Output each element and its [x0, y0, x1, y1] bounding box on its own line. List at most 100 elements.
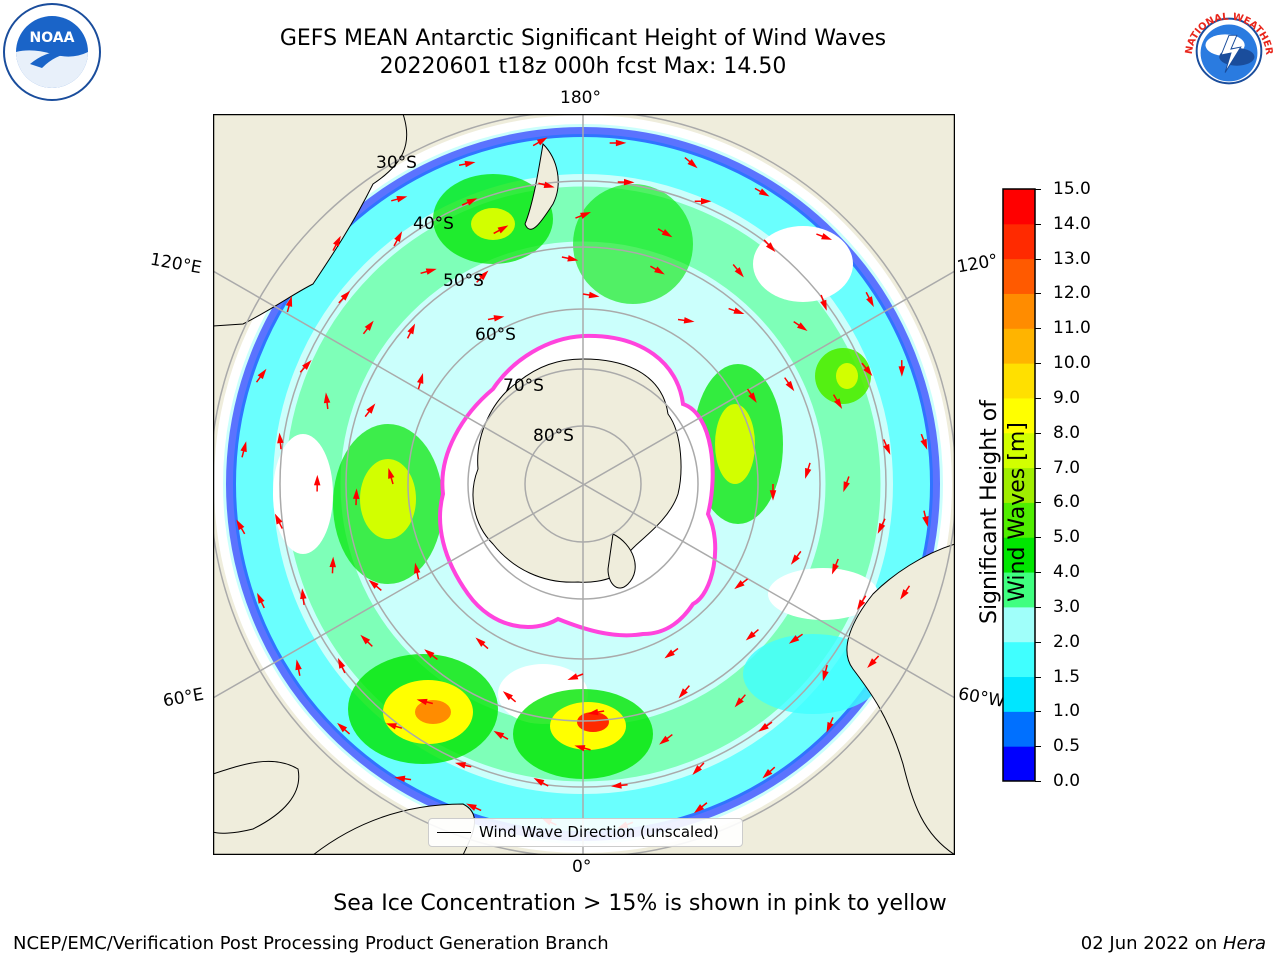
legend-line-swatch	[437, 832, 471, 833]
wave-arrow-head	[734, 267, 744, 278]
wave-arrow-head	[866, 296, 874, 308]
wave-arrow-head	[385, 723, 397, 730]
colorbar-tick-label: 7.0	[1053, 457, 1081, 478]
wave-arrow-head	[580, 212, 592, 219]
colorbar-tick-mark	[1035, 328, 1041, 330]
wave-arrow-head	[368, 579, 379, 589]
lon-label-120e: 120°E	[148, 249, 204, 279]
wave-arrow-head	[863, 365, 873, 377]
wave-arrow-head	[394, 231, 403, 243]
colorbar-cell	[1003, 328, 1035, 364]
legend-label: Wind Wave Direction (unscaled)	[479, 823, 719, 841]
wave-arrow-head	[502, 691, 513, 701]
lon-label-0: 0°	[572, 857, 592, 877]
wave-arrow-head	[394, 775, 406, 783]
wave-arrow-head	[843, 481, 850, 493]
colorbar-tick-label: 0.5	[1053, 736, 1081, 757]
wave-arrow-head	[821, 233, 833, 240]
new-zealand	[524, 142, 559, 230]
footer-date-text: 02 Jun 2022 on	[1080, 933, 1223, 954]
colorbar-tick-mark	[1035, 746, 1041, 748]
wave-arrow-head	[257, 592, 265, 604]
wave-arrow-head	[615, 139, 627, 147]
wave-arrow-head	[295, 659, 302, 671]
meridian-60e-120w	[213, 270, 955, 699]
wave-arrow-head	[610, 782, 622, 789]
footer-credit: NCEP/EMC/Verification Post Processing Pr…	[13, 933, 609, 954]
wave-arrow-head	[340, 290, 351, 301]
wave-arrow-head	[623, 178, 635, 186]
wave-arrow-head	[857, 599, 866, 610]
colorbar-tick-mark	[1035, 502, 1041, 504]
wave-arrow-head	[493, 730, 505, 739]
wave-arrow-head	[464, 160, 476, 168]
colorbar-tick-mark	[1035, 781, 1041, 782]
colorbar-cell	[1003, 572, 1035, 608]
wave-arrow-head	[805, 467, 812, 479]
wave-arrow-head	[733, 307, 745, 315]
wave-arrow-head	[360, 634, 371, 645]
footer-date: 02 Jun 2022 on Hera	[1081, 933, 1266, 954]
colorbar-cell	[1003, 223, 1035, 260]
colorbar-tick-label: 8.0	[1053, 422, 1081, 443]
wave-arrow-head	[333, 235, 341, 247]
wave-arrow-head	[407, 323, 416, 335]
wave-arrow-head	[762, 768, 773, 779]
colorbar-tick-mark	[1035, 711, 1041, 713]
wave-arrow-head	[478, 270, 489, 281]
wave-arrow-head	[822, 670, 829, 682]
wave-arrow-head	[826, 721, 834, 733]
wave-arrow-head	[366, 403, 376, 414]
colorbar-tick-label: 0.0	[1053, 771, 1081, 791]
storm-tasman-core	[471, 208, 515, 240]
wave-arrow-head	[785, 380, 795, 392]
wave-arrow-head	[797, 322, 808, 331]
wave-arrow-head	[567, 255, 579, 262]
colorbar-cell	[1003, 363, 1035, 399]
colorbar-tick-label: 4.0	[1053, 562, 1081, 583]
colorbar-cell	[1003, 711, 1035, 747]
footer-machine: Hera	[1222, 933, 1266, 954]
colorbar-tick-mark	[1035, 467, 1041, 469]
colorbar-tick-label: 13.0	[1053, 248, 1091, 269]
madagascar	[213, 760, 300, 834]
storm-west-core	[360, 459, 416, 539]
antarctic-peninsula	[607, 533, 636, 589]
noaa-logo-text: NOAA	[30, 30, 75, 46]
wave-arrow-head	[416, 698, 428, 706]
chart-title: GEFS MEAN Antarctic Significant Height o…	[279, 26, 887, 51]
wave-arrow-head	[654, 266, 665, 275]
south-america	[846, 543, 955, 855]
wave-arrow-head	[424, 649, 435, 659]
colorbar-cell	[1003, 676, 1035, 712]
colorbar-tick-label: 14.0	[1053, 213, 1091, 234]
wave-arrow-head	[277, 432, 284, 444]
colorbar	[1002, 188, 1036, 782]
wave-arrow-head	[455, 762, 466, 769]
wave-arrow-head	[417, 372, 424, 384]
wave-arrow-head	[820, 299, 827, 311]
lon-label-60e: 60°E	[161, 684, 206, 712]
wave-arrow-head	[313, 474, 321, 486]
colorbar-tick-label: 9.0	[1053, 387, 1081, 408]
wave-arrow-head	[664, 649, 675, 659]
colorbar-cell	[1003, 537, 1035, 573]
wave-arrow-head	[414, 562, 421, 574]
colorbar-tick-mark	[1035, 572, 1041, 574]
wave-arrow-head	[364, 320, 374, 331]
colorbar-frame	[1002, 188, 1036, 782]
noaa-logo: NOAA	[3, 3, 101, 101]
wave-arrow-head	[683, 317, 695, 324]
polar-map: 30°S 40°S 50°S 60°S 70°S 80°S	[213, 114, 955, 855]
wave-direction-arrows	[236, 137, 929, 829]
wave-arrow-head	[900, 589, 909, 600]
antarctica	[472, 358, 682, 583]
colorbar-tick-mark	[1035, 641, 1041, 643]
wave-arrow-head	[769, 490, 777, 501]
colorbar-tick-mark	[1035, 223, 1041, 225]
wave-arrow-head	[337, 722, 348, 733]
colorbar-cell	[1003, 397, 1035, 434]
wave-arrow-head	[302, 359, 312, 370]
colorbar-tick-label: 1.0	[1053, 701, 1081, 722]
wave-arrow-head	[734, 697, 744, 708]
